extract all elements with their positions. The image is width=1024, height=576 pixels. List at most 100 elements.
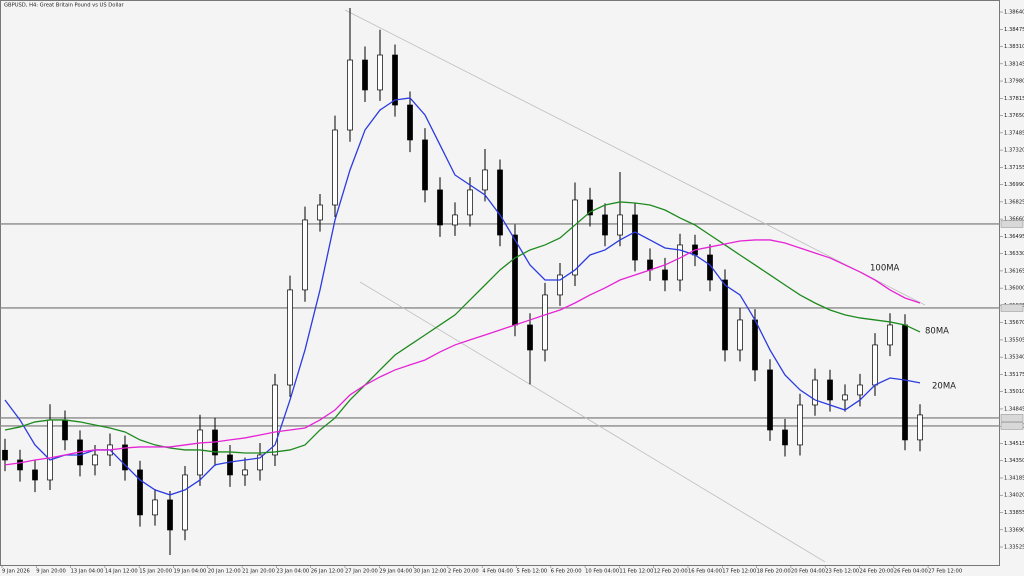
candle-body	[377, 54, 383, 91]
candle-body	[302, 219, 308, 291]
candle-body	[512, 234, 518, 326]
candle-body	[602, 214, 608, 236]
plot-frame	[0, 0, 1000, 566]
x-tick-label: 14 Jan 12:00	[105, 569, 138, 575]
x-tick-label: 26 Feb 04:00	[894, 569, 928, 575]
candle-body	[902, 324, 908, 441]
candle-body	[242, 469, 248, 476]
y-tick-label: 1.37980	[1004, 79, 1024, 85]
y-tick-label: 1.34020	[1004, 493, 1024, 499]
candle-body	[392, 54, 398, 106]
candle-body	[842, 394, 848, 401]
y-tick-label: 1.35175	[1004, 372, 1024, 378]
y-tick-label: 1.33855	[1004, 510, 1024, 516]
candle-body	[407, 104, 413, 141]
candle-body	[47, 419, 53, 481]
y-tick-label: 1.33525	[1004, 545, 1024, 551]
y-tick-label: 1.34845	[1004, 406, 1024, 412]
candle-body	[782, 429, 788, 446]
y-tick-label: 1.37485	[1004, 130, 1024, 136]
y-tick-label: 1.35340	[1004, 355, 1024, 361]
candle-body	[647, 259, 653, 271]
y-tick-label: 1.36495	[1004, 234, 1024, 240]
candle-body	[437, 189, 443, 226]
x-tick-label: 4 Feb 04:00	[482, 569, 513, 575]
candle-body	[17, 459, 23, 471]
candle-body	[482, 169, 488, 191]
candle-body	[857, 384, 863, 396]
y-tick-label: 1.36990	[1004, 182, 1024, 188]
candle-body	[152, 499, 158, 516]
y-tick-label: 1.38475	[1004, 27, 1024, 33]
y-tick-label: 1.34350	[1004, 458, 1024, 464]
x-tick-label: 6 Feb 20:00	[551, 569, 582, 575]
candle-body	[332, 129, 338, 206]
candle-body	[257, 454, 263, 471]
candle-body	[812, 379, 818, 406]
candle-body	[527, 324, 533, 351]
candle-body	[227, 454, 233, 476]
x-tick-label: 23 Feb 12:00	[825, 569, 859, 575]
candle-body	[362, 59, 368, 91]
x-tick-label: 12 Feb 20:00	[654, 569, 688, 575]
candle-body	[347, 59, 353, 131]
candle-body	[182, 474, 188, 531]
candle-body	[32, 469, 38, 481]
y-tick-label: 1.37155	[1004, 165, 1024, 171]
x-tick-label: 10 Feb 04:00	[585, 569, 619, 575]
x-tick-label: 27 Feb 12:00	[928, 569, 962, 575]
x-tick-label: 15 Jan 20:00	[139, 569, 172, 575]
y-tick-label: 1.36000	[1004, 286, 1024, 292]
candle-body	[662, 269, 668, 281]
x-tick-label: 27 Jan 20:00	[345, 569, 378, 575]
x-tick-label: 19 Jan 04:00	[174, 569, 207, 575]
x-tick-label: 5 Feb 12:00	[517, 569, 548, 575]
candle-body	[467, 189, 473, 216]
candle-body	[122, 444, 128, 471]
candle-body	[92, 454, 98, 466]
candle-body	[557, 274, 563, 296]
y-tick-label: 1.38640	[1004, 10, 1024, 16]
y-tick-label: 1.35010	[1004, 389, 1024, 395]
candle-body	[872, 344, 878, 386]
ma-label: 80MA	[925, 327, 949, 337]
y-tick-label: 1.36825	[1004, 199, 1024, 205]
x-tick-label: 2 Feb 20:00	[448, 569, 479, 575]
y-tick-label: 1.38145	[1004, 61, 1024, 67]
candle-body	[737, 319, 743, 351]
y-tick-label: 1.34185	[1004, 475, 1024, 481]
x-tick-label: 20 Jan 12:00	[208, 569, 241, 575]
candle-body	[422, 139, 428, 191]
candle-body	[452, 214, 458, 226]
candle-body	[632, 214, 638, 261]
y-tick-label: 1.35670	[1004, 320, 1024, 326]
y-tick-label: 1.34515	[1004, 441, 1024, 447]
x-tick-label: 17 Feb 12:00	[722, 569, 756, 575]
candle-body	[797, 404, 803, 446]
level-tag	[1000, 414, 1024, 422]
trend-line	[344, 9, 926, 306]
y-tick-label: 1.36330	[1004, 251, 1024, 257]
candle-body	[497, 169, 503, 236]
candle-body	[167, 499, 173, 531]
ma-line	[4, 239, 921, 466]
y-tick-label: 1.37320	[1004, 148, 1024, 154]
x-tick-label: 9 Jan 2026	[2, 569, 30, 575]
chart-title: GBPUSD, H4: Great Britain Pound vs US Do…	[4, 3, 125, 9]
candle-body	[272, 384, 278, 456]
y-tick-label: 1.33690	[1004, 527, 1024, 533]
level-tag	[1000, 220, 1024, 228]
x-tick-label: 26 Jan 12:00	[311, 569, 344, 575]
candle-body	[572, 199, 578, 276]
y-tick-label: 1.38310	[1004, 44, 1024, 50]
ma-line	[4, 97, 921, 496]
candle-body	[752, 319, 758, 371]
x-tick-label: 23 Jan 04:00	[276, 569, 309, 575]
candle-body	[542, 294, 548, 351]
candle-body	[887, 324, 893, 346]
x-tick-label: 18 Feb 20:00	[757, 569, 791, 575]
trend-line	[359, 281, 826, 563]
x-tick-label: 21 Jan 20:00	[242, 569, 275, 575]
